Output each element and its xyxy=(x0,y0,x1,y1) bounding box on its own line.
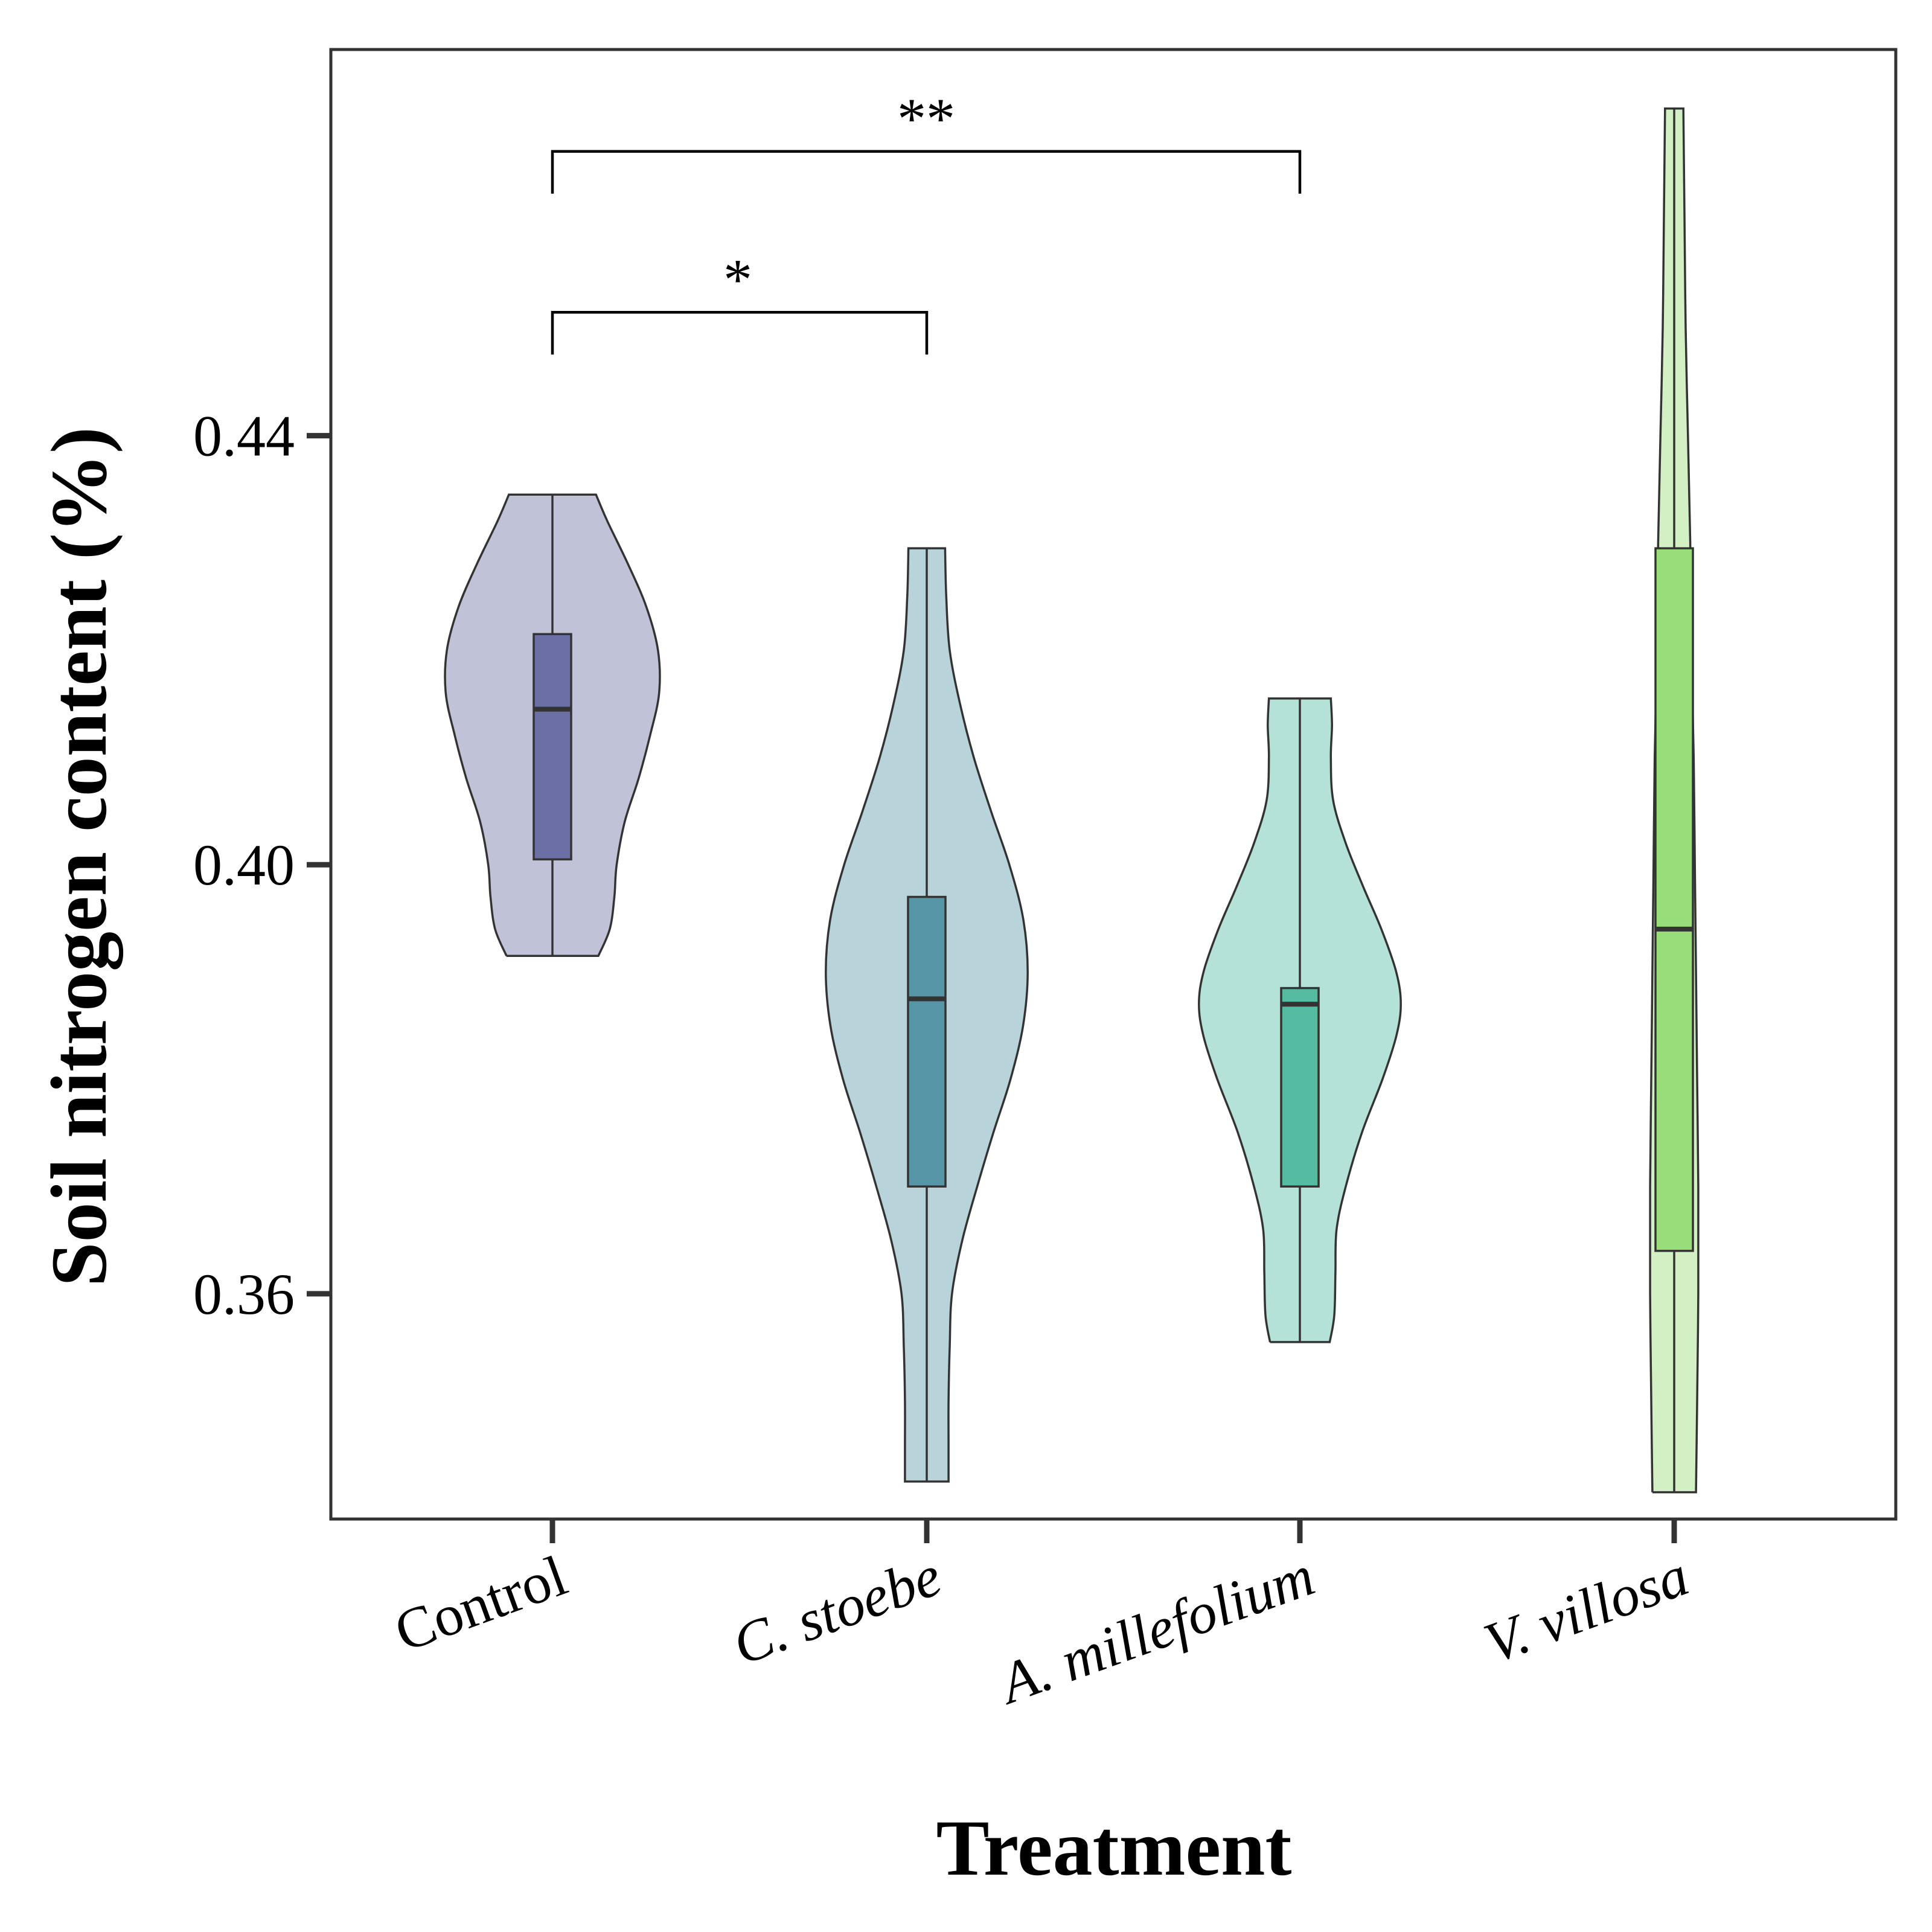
y-axis-title: Soil nitrogen content (%) xyxy=(34,427,123,1287)
x-axis-title: Treatment xyxy=(936,1803,1292,1892)
box-c-stoebe xyxy=(907,895,947,1188)
box-control xyxy=(533,633,572,861)
significance-label: * xyxy=(723,247,752,312)
y-tick-label: 0.44 xyxy=(193,404,295,469)
plot-marks xyxy=(444,107,1700,1494)
plot-panel-border xyxy=(329,48,1898,1521)
group-c-stoebe xyxy=(825,547,1029,1483)
box-v-villosa xyxy=(1654,547,1694,1252)
group-control xyxy=(444,493,661,958)
group-v-villosa xyxy=(1649,107,1700,1494)
group-a-millefolium xyxy=(1198,697,1402,1343)
significance-bracket xyxy=(551,311,929,355)
y-tick-label: 0.36 xyxy=(193,1262,295,1326)
significance-bracket xyxy=(551,150,1302,194)
y-axis: 0.36 0.40 0.44 xyxy=(193,404,331,1326)
significance-annotations: *** xyxy=(551,86,1302,355)
box-a-millefolium xyxy=(1280,987,1320,1188)
significance-label: ** xyxy=(897,86,955,151)
y-tick-label: 0.40 xyxy=(193,833,295,897)
